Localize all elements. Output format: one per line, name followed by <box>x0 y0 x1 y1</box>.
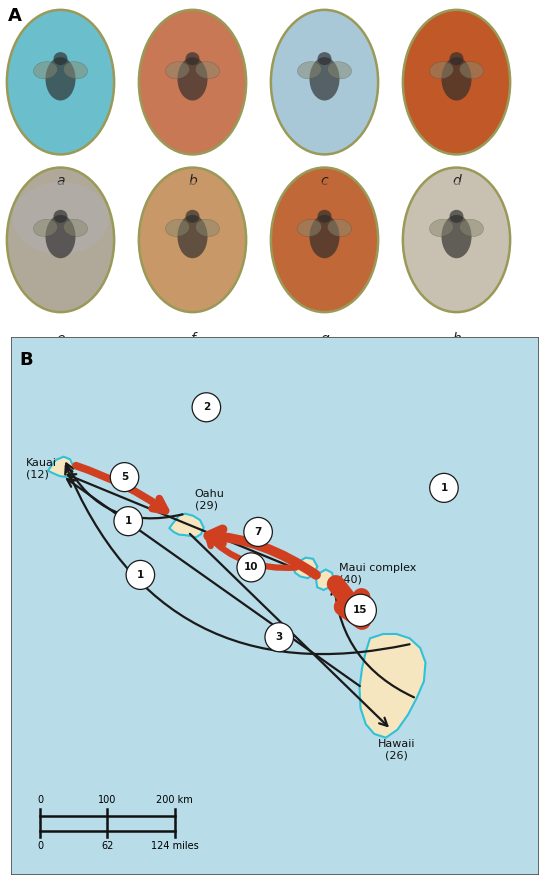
Text: a: a <box>56 174 65 188</box>
Text: B: B <box>19 351 32 369</box>
Text: 1: 1 <box>441 483 448 493</box>
Text: 0: 0 <box>37 795 43 805</box>
Text: 2: 2 <box>203 402 210 412</box>
Text: A: A <box>8 6 22 25</box>
Circle shape <box>126 560 155 590</box>
Text: 124 miles: 124 miles <box>151 841 199 852</box>
Ellipse shape <box>53 52 68 65</box>
Text: g: g <box>320 332 329 345</box>
Ellipse shape <box>139 10 246 155</box>
Ellipse shape <box>408 24 505 97</box>
Text: 3: 3 <box>276 632 283 642</box>
Ellipse shape <box>46 57 75 100</box>
Polygon shape <box>48 456 73 477</box>
Ellipse shape <box>327 219 351 236</box>
Ellipse shape <box>7 168 114 313</box>
Ellipse shape <box>185 210 200 223</box>
Ellipse shape <box>166 219 190 236</box>
Ellipse shape <box>12 182 109 254</box>
Circle shape <box>345 594 376 626</box>
Ellipse shape <box>12 24 109 97</box>
Text: e: e <box>56 332 65 345</box>
Text: 15: 15 <box>353 606 368 615</box>
Ellipse shape <box>7 10 114 155</box>
Text: h: h <box>452 332 461 345</box>
Text: c: c <box>321 174 328 188</box>
Circle shape <box>114 507 142 535</box>
Ellipse shape <box>271 10 378 155</box>
Text: Maui complex
(40): Maui complex (40) <box>339 563 417 584</box>
Ellipse shape <box>403 168 510 313</box>
Text: b: b <box>188 174 197 188</box>
Ellipse shape <box>46 215 75 258</box>
Ellipse shape <box>185 52 200 65</box>
Text: 0: 0 <box>37 841 43 852</box>
Circle shape <box>265 622 294 652</box>
Text: 200 km: 200 km <box>156 795 193 805</box>
Ellipse shape <box>144 182 241 254</box>
Text: 10: 10 <box>244 562 258 573</box>
Text: 1: 1 <box>125 516 132 527</box>
Ellipse shape <box>449 210 464 223</box>
Text: 62: 62 <box>101 841 113 852</box>
Polygon shape <box>294 558 317 578</box>
Polygon shape <box>169 513 204 537</box>
Ellipse shape <box>276 182 373 254</box>
Ellipse shape <box>430 61 454 79</box>
Ellipse shape <box>459 61 483 79</box>
Ellipse shape <box>276 24 373 97</box>
Ellipse shape <box>327 61 351 79</box>
Ellipse shape <box>298 61 322 79</box>
Polygon shape <box>316 569 334 590</box>
Text: Hawaii
(26): Hawaii (26) <box>378 740 415 761</box>
Ellipse shape <box>63 61 87 79</box>
Ellipse shape <box>34 219 58 236</box>
Ellipse shape <box>298 219 322 236</box>
Circle shape <box>244 518 272 546</box>
Text: 5: 5 <box>121 472 128 482</box>
Ellipse shape <box>271 168 378 313</box>
Ellipse shape <box>430 219 454 236</box>
Ellipse shape <box>449 52 464 65</box>
Circle shape <box>237 553 266 582</box>
Text: Kauai
(12): Kauai (12) <box>26 458 57 480</box>
Ellipse shape <box>310 215 339 258</box>
Circle shape <box>192 392 221 422</box>
Circle shape <box>110 463 139 492</box>
Ellipse shape <box>442 57 471 100</box>
Ellipse shape <box>195 219 219 236</box>
Ellipse shape <box>317 52 332 65</box>
Polygon shape <box>360 634 426 738</box>
Ellipse shape <box>34 61 58 79</box>
Ellipse shape <box>459 219 483 236</box>
Ellipse shape <box>195 61 219 79</box>
Ellipse shape <box>442 215 471 258</box>
Ellipse shape <box>408 182 505 254</box>
Ellipse shape <box>403 10 510 155</box>
Ellipse shape <box>166 61 190 79</box>
Ellipse shape <box>178 57 207 100</box>
Text: 1: 1 <box>137 570 144 580</box>
Text: 100: 100 <box>98 795 117 805</box>
Ellipse shape <box>53 210 68 223</box>
Text: Oahu
(29): Oahu (29) <box>195 488 224 511</box>
Ellipse shape <box>178 215 207 258</box>
Circle shape <box>430 473 458 503</box>
Ellipse shape <box>139 168 246 313</box>
Ellipse shape <box>63 219 87 236</box>
Ellipse shape <box>144 24 241 97</box>
Ellipse shape <box>317 210 332 223</box>
Text: d: d <box>452 174 461 188</box>
Ellipse shape <box>310 57 339 100</box>
Text: 7: 7 <box>255 527 262 537</box>
Text: f: f <box>190 332 195 345</box>
